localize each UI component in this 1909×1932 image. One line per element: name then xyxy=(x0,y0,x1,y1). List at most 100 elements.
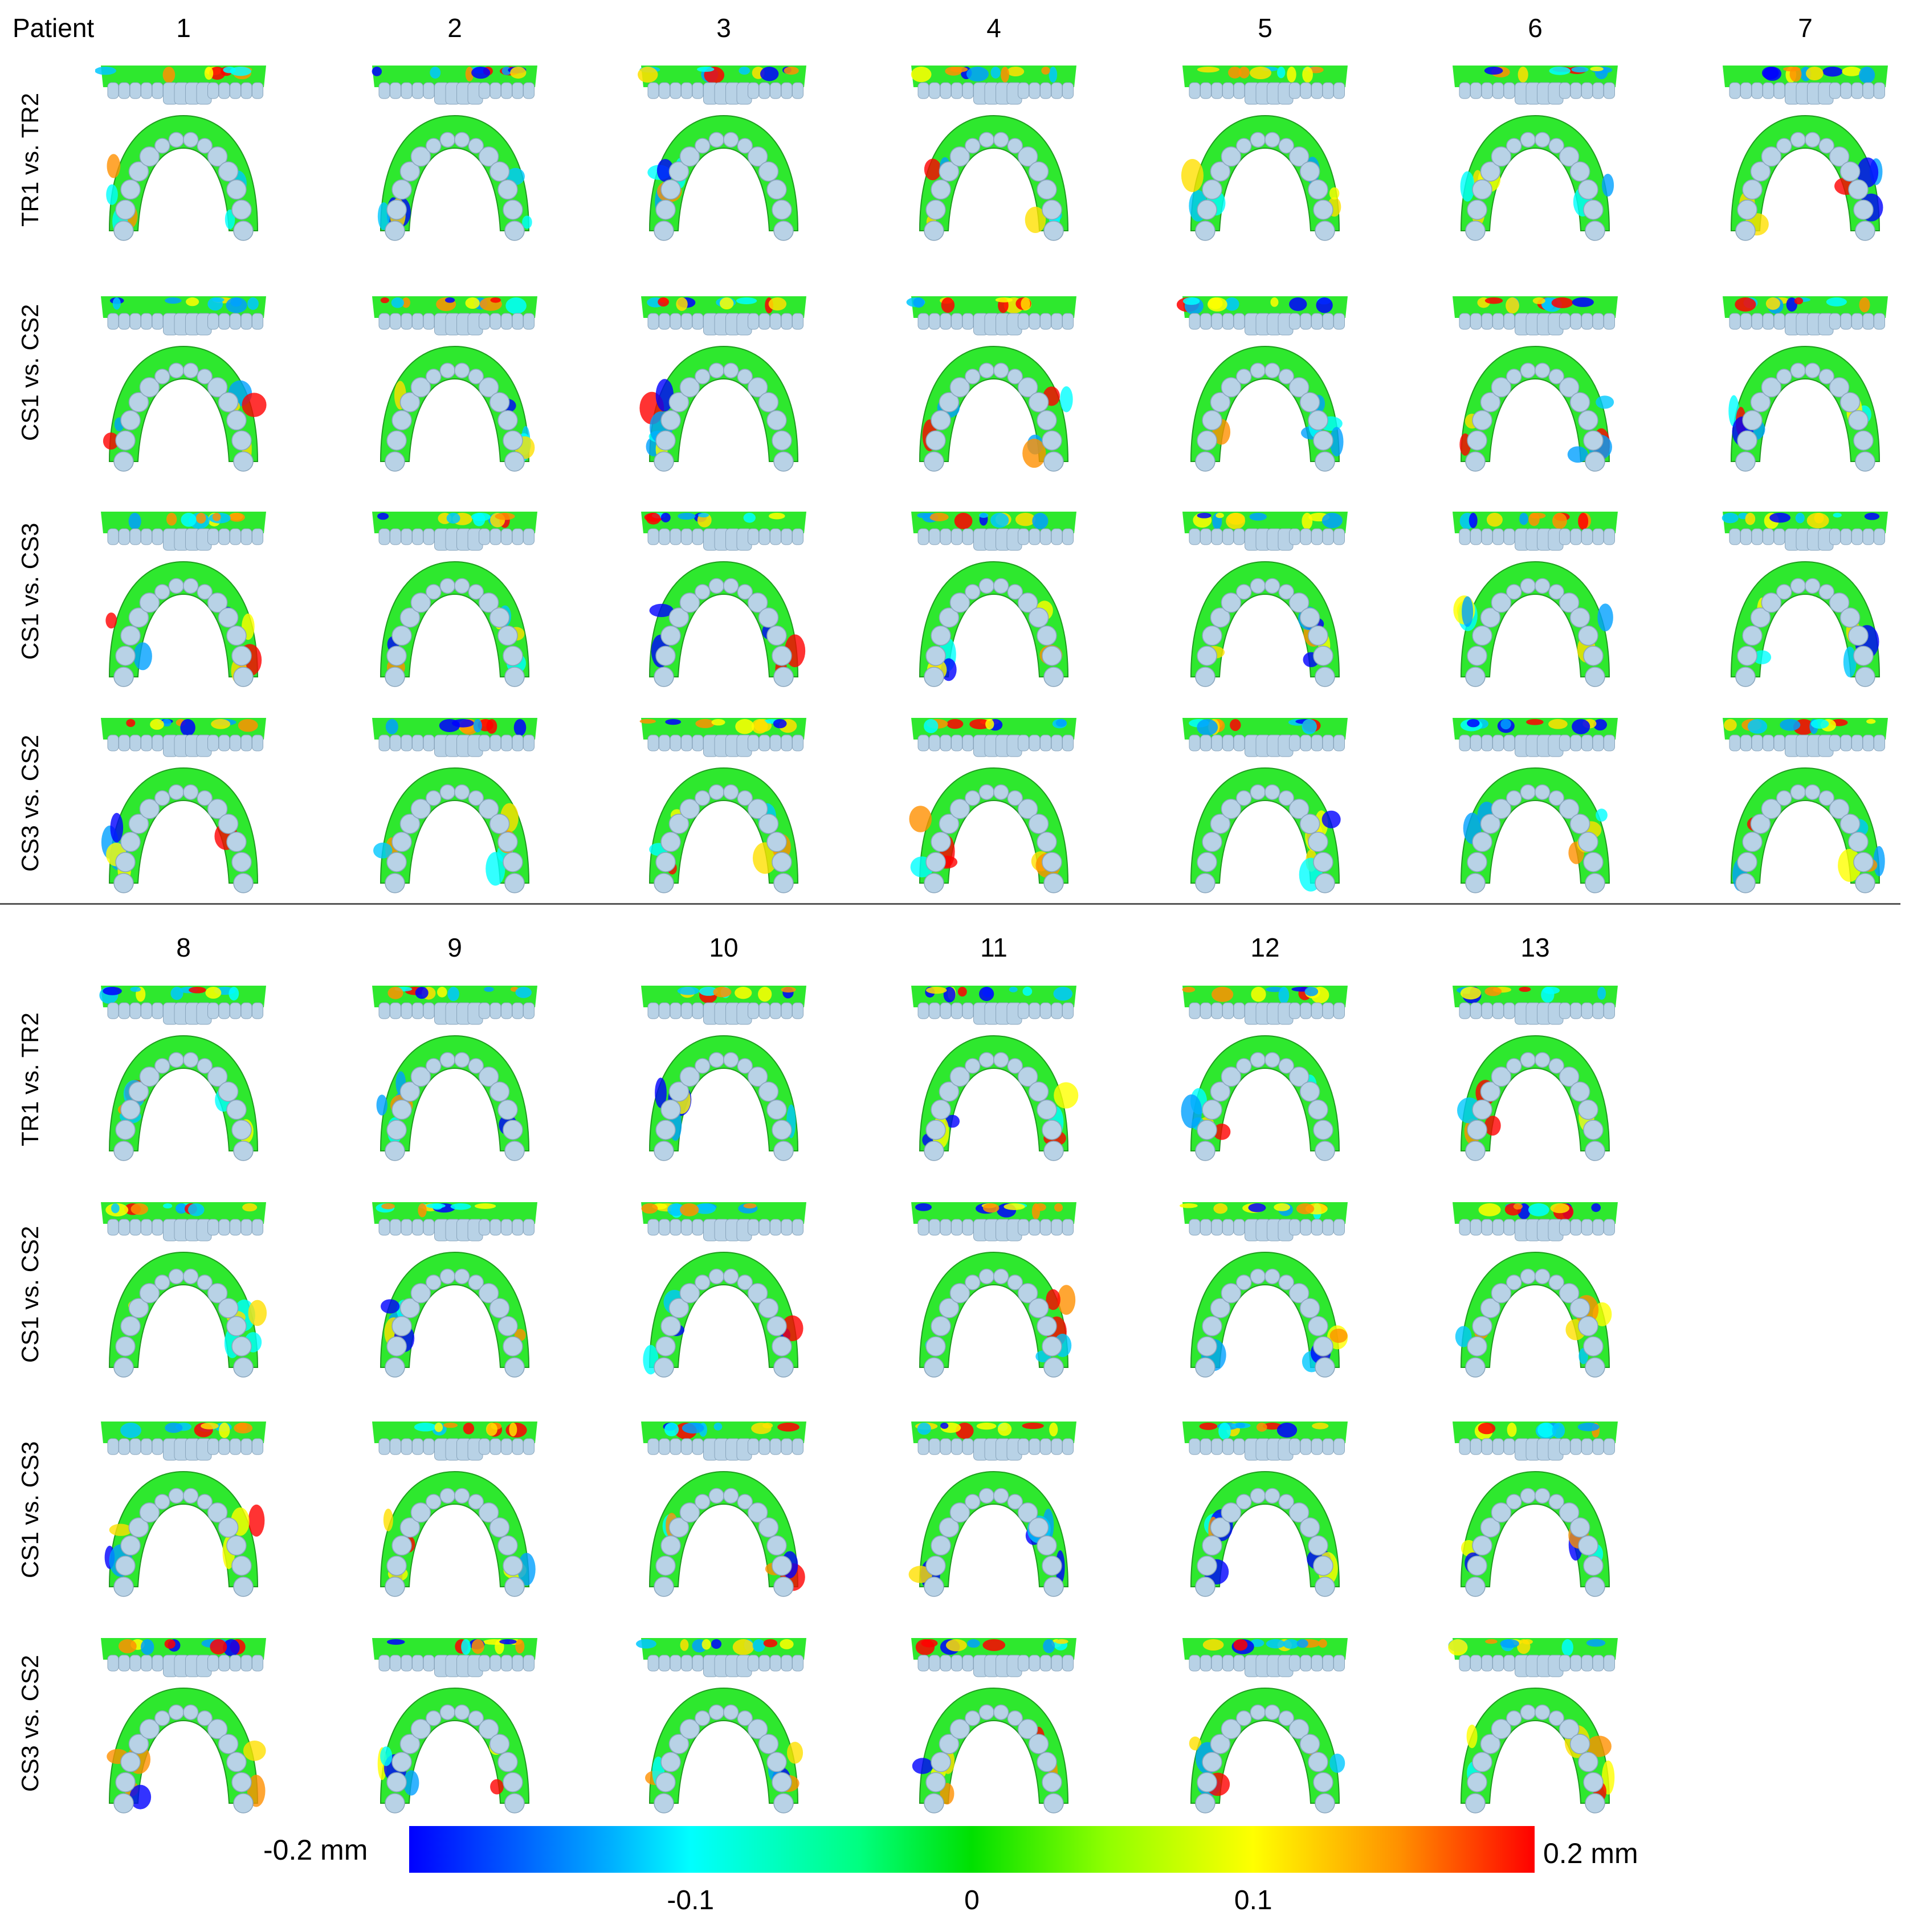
deviation-patch xyxy=(976,1423,997,1430)
arch-scan-p7-row4 xyxy=(1723,718,1888,893)
occlusal-tooth xyxy=(503,1772,523,1792)
occlusal-tooth xyxy=(660,831,681,852)
patient-number: 9 xyxy=(447,933,462,962)
deviation-patch xyxy=(1321,810,1341,828)
occlusal-tooth xyxy=(1313,430,1333,451)
occlusal-tooth xyxy=(1221,1067,1242,1087)
deviation-patch xyxy=(189,987,206,994)
occlusal-tooth xyxy=(1210,1298,1231,1318)
occlusal-tooth xyxy=(772,1120,792,1140)
occlusal-arch xyxy=(108,767,259,884)
frontal-teeth xyxy=(107,1655,263,1677)
occlusal-tooth xyxy=(758,1081,779,1102)
occlusal-tooth xyxy=(1790,784,1806,800)
occlusal-arch xyxy=(1190,1471,1340,1587)
occlusal-tooth xyxy=(1790,362,1806,379)
deviation-patch xyxy=(490,1779,504,1795)
occlusal-tooth xyxy=(772,1555,792,1576)
occlusal-tooth xyxy=(218,607,239,628)
deviation-patch xyxy=(211,719,231,729)
deviation-patch xyxy=(1484,987,1502,996)
occlusal-tooth xyxy=(668,1298,690,1318)
occlusal-tooth xyxy=(1028,392,1049,412)
occlusal-tooth xyxy=(233,1357,254,1378)
frontal-teeth xyxy=(1729,313,1885,336)
deviation-patch xyxy=(676,297,688,311)
occlusal-tooth xyxy=(1236,1710,1252,1726)
occlusal-tooth xyxy=(1569,392,1590,412)
deviation-patch xyxy=(1266,1639,1286,1649)
occlusal-tooth xyxy=(924,220,944,241)
arch-scan-p5-row3 xyxy=(1182,512,1348,687)
deviation-patch xyxy=(187,1203,205,1216)
occlusal-tooth xyxy=(1853,430,1874,451)
deviation-patch xyxy=(1248,1203,1266,1212)
occlusal-tooth xyxy=(1042,1555,1062,1576)
occlusal-tooth xyxy=(1210,1734,1231,1754)
deviation-patch xyxy=(1549,67,1571,75)
occlusal-tooth xyxy=(226,625,247,646)
frontal-teeth xyxy=(1459,1219,1615,1241)
occlusal-tooth xyxy=(766,1751,787,1772)
deviation-patch xyxy=(917,1423,931,1435)
occlusal-tooth xyxy=(1829,377,1850,398)
deviation-patch xyxy=(768,297,787,311)
occlusal-tooth xyxy=(454,362,470,379)
deviation-patch xyxy=(1873,846,1885,876)
occlusal-tooth xyxy=(1491,1502,1512,1523)
occlusal-tooth xyxy=(758,392,779,412)
occlusal-tooth xyxy=(773,1357,794,1378)
occlusal-tooth xyxy=(503,646,523,666)
occlusal-tooth xyxy=(924,1793,944,1813)
occlusal-tooth xyxy=(454,578,470,594)
occlusal-tooth xyxy=(385,1793,405,1813)
occlusal-tooth xyxy=(115,1336,136,1357)
deviation-patch xyxy=(447,987,459,1002)
frontal-teeth xyxy=(1189,1219,1345,1241)
occlusal-tooth xyxy=(939,1517,960,1538)
occlusal-tooth xyxy=(758,1298,779,1318)
occlusal-tooth xyxy=(168,1488,185,1504)
deviation-patch xyxy=(403,1770,419,1796)
occlusal-tooth xyxy=(233,1141,254,1161)
deviation-patch xyxy=(522,215,532,229)
deviation-patch xyxy=(386,1639,405,1645)
occlusal-tooth xyxy=(1197,646,1217,666)
occlusal-tooth xyxy=(1491,377,1512,398)
arch-scan-p5-row1 xyxy=(1181,66,1348,241)
occlusal-tooth xyxy=(503,1336,523,1357)
occlusal-tooth xyxy=(1585,451,1605,472)
occlusal-tooth xyxy=(497,1316,518,1337)
occlusal-tooth xyxy=(1028,1734,1049,1754)
deviation-patch xyxy=(1857,157,1879,187)
occlusal-tooth xyxy=(655,1555,676,1576)
occlusal-tooth xyxy=(1761,799,1782,819)
arch-scan-p2-row2 xyxy=(372,296,537,472)
occlusal-tooth xyxy=(439,132,456,148)
arch-scan-p12-row1 xyxy=(1181,986,1348,1161)
occlusal-tooth xyxy=(139,593,160,613)
occlusal-tooth xyxy=(1236,584,1252,600)
deviation-patch xyxy=(1485,1639,1498,1644)
deviation-patch xyxy=(1517,1639,1531,1654)
deviation-patch xyxy=(1049,67,1058,83)
occlusal-tooth xyxy=(1308,1535,1328,1556)
deviation-patch xyxy=(471,513,491,521)
deviation-patch xyxy=(1055,719,1067,727)
occlusal-tooth xyxy=(1534,784,1551,800)
occlusal-tooth xyxy=(1007,1058,1023,1074)
occlusal-arch xyxy=(919,1687,1069,1804)
occlusal-tooth xyxy=(723,1488,739,1504)
occlusal-tooth xyxy=(1776,138,1792,154)
deviation-patch xyxy=(1577,1423,1600,1432)
deviation-patch xyxy=(111,1203,120,1214)
occlusal-tooth xyxy=(1221,593,1242,613)
deviation-patch xyxy=(210,1639,227,1655)
occlusal-tooth xyxy=(1761,146,1782,167)
occlusal-tooth xyxy=(478,1502,499,1523)
occlusal-tooth xyxy=(1299,161,1320,182)
occlusal-tooth xyxy=(1236,138,1252,154)
frontal-teeth xyxy=(917,82,1074,105)
occlusal-tooth xyxy=(218,161,239,182)
occlusal-tooth xyxy=(139,1719,160,1739)
